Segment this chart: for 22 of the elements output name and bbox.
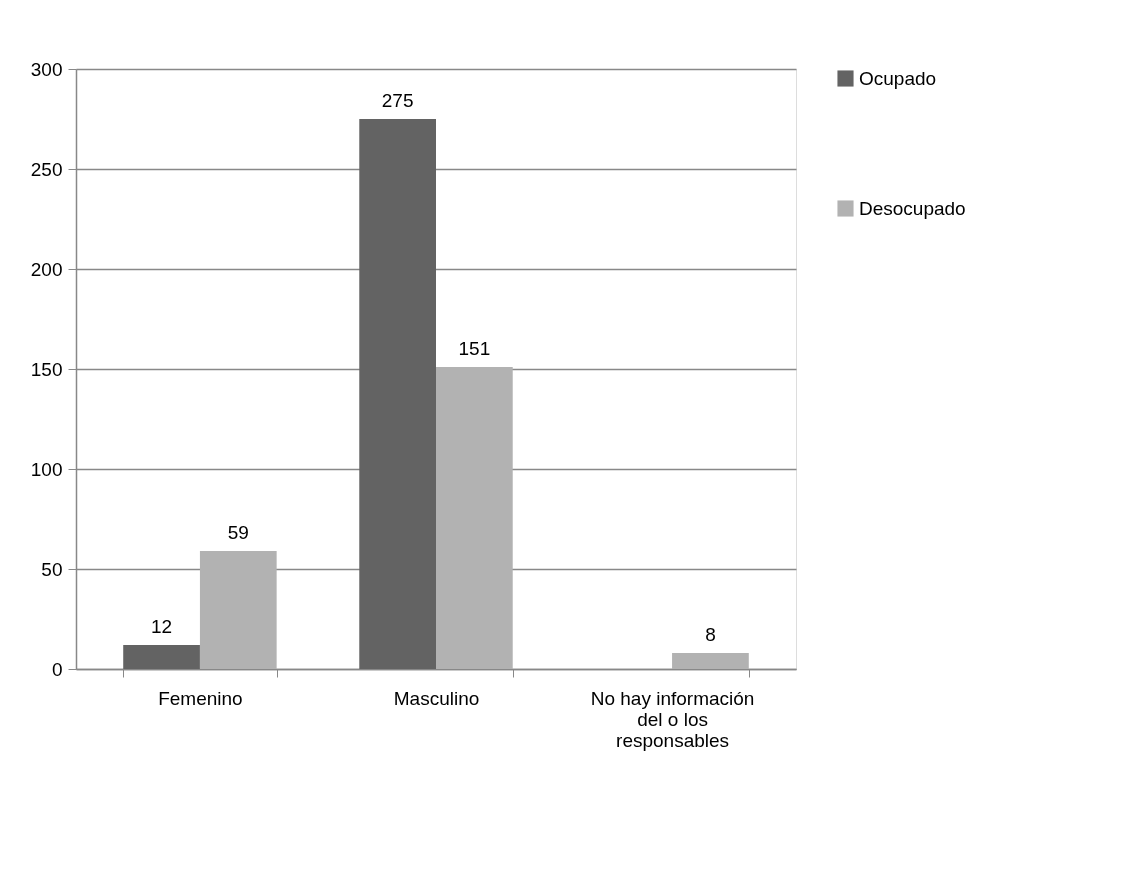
- bar: [436, 367, 513, 669]
- data-label: 275: [381, 90, 414, 111]
- x-tick-label: Masculino: [393, 687, 480, 709]
- data-label: 12: [151, 616, 173, 637]
- bar: [672, 653, 749, 669]
- legend-label: Desocupado: [859, 197, 966, 219]
- bar: [359, 119, 436, 669]
- legend-label: Ocupado: [859, 67, 937, 89]
- y-tick-label: 200: [30, 258, 63, 280]
- y-tick-label: 250: [30, 158, 63, 180]
- y-tick-label: 100: [30, 458, 63, 480]
- x-tick-label: No hay información del o los responsables: [590, 687, 755, 751]
- bar: [123, 645, 200, 669]
- y-tick-label: 50: [41, 558, 63, 580]
- bar: [199, 551, 277, 669]
- data-label: 59: [227, 522, 249, 543]
- y-tick-label: 150: [30, 358, 63, 380]
- y-tick-label: 300: [30, 58, 63, 80]
- data-label: 8: [705, 624, 716, 645]
- data-label: 151: [458, 338, 491, 359]
- x-tick-label: Femenino: [158, 687, 243, 709]
- y-tick-label: 0: [51, 658, 63, 680]
